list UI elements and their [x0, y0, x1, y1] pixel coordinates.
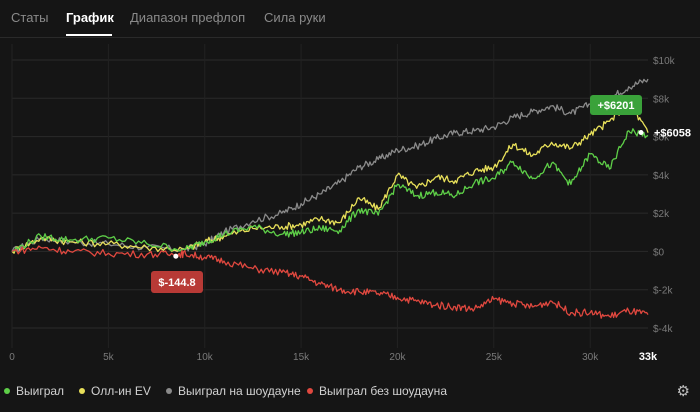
- tab-stats[interactable]: Статы: [11, 10, 49, 25]
- y-tick-label: $-2k: [653, 286, 673, 297]
- tab-bar: Статы График Диапазон префлоп Сила руки: [0, 0, 700, 38]
- legend-item-allin-ev[interactable]: Олл-ин EV: [79, 384, 151, 398]
- x-tick-label: 20k: [389, 352, 406, 363]
- non-showdown-value-badge: [151, 271, 203, 293]
- series-line[interactable]: [11, 245, 649, 319]
- chart-legend: Выиграл Олл-ин EV Выиграл на шоудауне Вы…: [0, 383, 700, 404]
- x-tick-label: 0: [9, 352, 15, 363]
- x-tick-label: 30k: [582, 352, 599, 363]
- active-tab-indicator: [66, 34, 112, 36]
- tab-preflop-range[interactable]: Диапазон префлоп: [130, 10, 246, 25]
- end-marker: [638, 129, 644, 135]
- legend-dot-icon: [79, 388, 85, 394]
- legend-item-showdown[interactable]: Выиграл на шоудауне: [166, 384, 301, 398]
- tab-hand-strength[interactable]: Сила руки: [264, 10, 326, 25]
- profit-chart[interactable]: $10k $8k $6k $4k $2k $0 $-2k $-4k 0 5k 10k 15k 20k 25…: [0, 38, 700, 378]
- x-tick-label: 5k: [103, 352, 115, 363]
- x-tick-label: 25k: [486, 352, 503, 363]
- x-tick-label: 10k: [197, 352, 214, 363]
- legend-label: Выиграл без шоудауна: [319, 384, 447, 398]
- tab-graph[interactable]: График: [66, 10, 114, 25]
- series-line[interactable]: [11, 78, 649, 253]
- legend-item-non-showdown[interactable]: Выиграл без шоудауна: [307, 384, 447, 398]
- legend-dot-icon: [166, 388, 172, 394]
- y-tick-label: $2k: [653, 209, 670, 220]
- non-showdown-value-label: $-144.8: [158, 277, 195, 289]
- ev-value-badge: [590, 95, 642, 115]
- y-tick-label: $0: [653, 247, 665, 258]
- series-line[interactable]: [11, 99, 649, 254]
- y-tick-label: $6k: [653, 133, 670, 144]
- legend-label: Олл-ин EV: [91, 384, 151, 398]
- ev-value-label: +$6201: [597, 100, 634, 112]
- legend-dot-icon: [307, 388, 313, 394]
- legend-dot-icon: [4, 388, 10, 394]
- x-tick-label: 15k: [293, 352, 310, 363]
- y-tick-label: $8k: [653, 94, 670, 105]
- y-tick-label: $4k: [653, 171, 670, 182]
- legend-label: Выиграл: [16, 384, 65, 398]
- x-end-label: 33k: [639, 351, 658, 363]
- gear-icon[interactable]: ⚙: [676, 383, 690, 400]
- legend-item-won[interactable]: Выиграл: [4, 384, 64, 398]
- min-marker: [173, 253, 179, 259]
- y-tick-label: $-4k: [653, 324, 673, 335]
- y-tick-label: $10k: [653, 56, 676, 67]
- series-line[interactable]: [11, 128, 649, 253]
- legend-label: Выиграл на шоудауне: [178, 384, 301, 398]
- won-value-label: +$6058: [654, 127, 691, 139]
